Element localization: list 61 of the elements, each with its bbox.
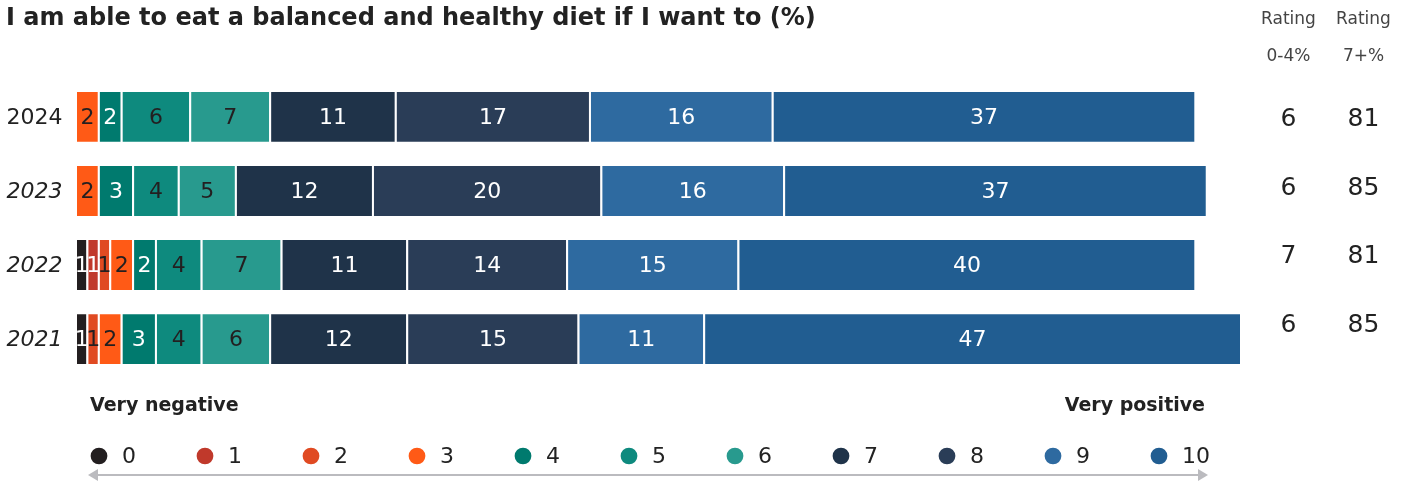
y-tick-label: 2021: [6, 326, 63, 352]
data-label: 14: [473, 252, 502, 278]
text: 7: [1280, 240, 1297, 270]
data-label: 47: [958, 326, 987, 352]
legend-label: 4: [546, 443, 560, 468]
data-label: 20: [473, 177, 502, 203]
data-label: 4: [148, 177, 163, 203]
text: 85: [1347, 171, 1380, 201]
y-tick-label: 2022: [6, 252, 63, 278]
legend-label: 2: [334, 443, 348, 468]
text: 6: [1280, 308, 1297, 338]
data-label: 15: [478, 326, 507, 352]
data-label: 1: [86, 252, 101, 278]
data-label: 15: [638, 252, 667, 278]
data-label: 7: [234, 252, 249, 278]
text: 85: [1347, 308, 1380, 338]
data-label: 11: [330, 252, 359, 278]
data-label: 4: [171, 252, 186, 278]
data-label: 2: [137, 252, 152, 278]
data-label: 2: [103, 103, 118, 129]
data-label: 37: [970, 103, 999, 129]
y-tick-label: 2023: [6, 177, 63, 203]
y-tick-label: 2024: [6, 103, 63, 129]
text: Rating 7+%: [1336, 8, 1391, 65]
data-label: 40: [952, 252, 981, 278]
data-label: 5: [200, 177, 215, 203]
legend-label: 3: [440, 443, 454, 468]
text: Very negative: [90, 393, 239, 415]
legend-label: 7: [864, 443, 878, 468]
data-label: 12: [324, 326, 353, 352]
data-label: 11: [627, 326, 656, 352]
legend-label: 8: [970, 443, 984, 468]
legend-label: 0: [122, 443, 136, 468]
data-label: 17: [478, 103, 507, 129]
text: 81: [1347, 240, 1380, 270]
text: Very positive: [1064, 393, 1205, 415]
data-label: 16: [678, 177, 707, 203]
legend-label: 9: [1076, 443, 1090, 468]
data-label: 2: [103, 326, 118, 352]
legend-label: 1: [228, 443, 242, 468]
data-label: 2: [114, 252, 129, 278]
data-label: 3: [108, 177, 123, 203]
text: Rating 0-4%: [1261, 8, 1316, 65]
legend-label: 6: [758, 443, 772, 468]
legend-label: 5: [652, 443, 666, 468]
legend-label: 10: [1182, 443, 1210, 468]
text: 6: [1280, 103, 1297, 133]
text: 6: [1280, 171, 1297, 201]
chart-title: I am able to eat a balanced and healthy diet if I want to (%): [6, 3, 816, 31]
data-label: 7: [223, 103, 238, 129]
data-label: 2: [80, 103, 95, 129]
data-label: 6: [228, 326, 243, 352]
data-label: 4: [171, 326, 186, 352]
data-label: 16: [667, 103, 696, 129]
data-label: 6: [148, 103, 163, 129]
data-label: 3: [131, 326, 146, 352]
data-label: 11: [318, 103, 347, 129]
data-label: 2: [80, 177, 95, 203]
data-label: 37: [981, 177, 1010, 203]
text: 81: [1347, 103, 1380, 133]
data-label: 12: [290, 177, 319, 203]
